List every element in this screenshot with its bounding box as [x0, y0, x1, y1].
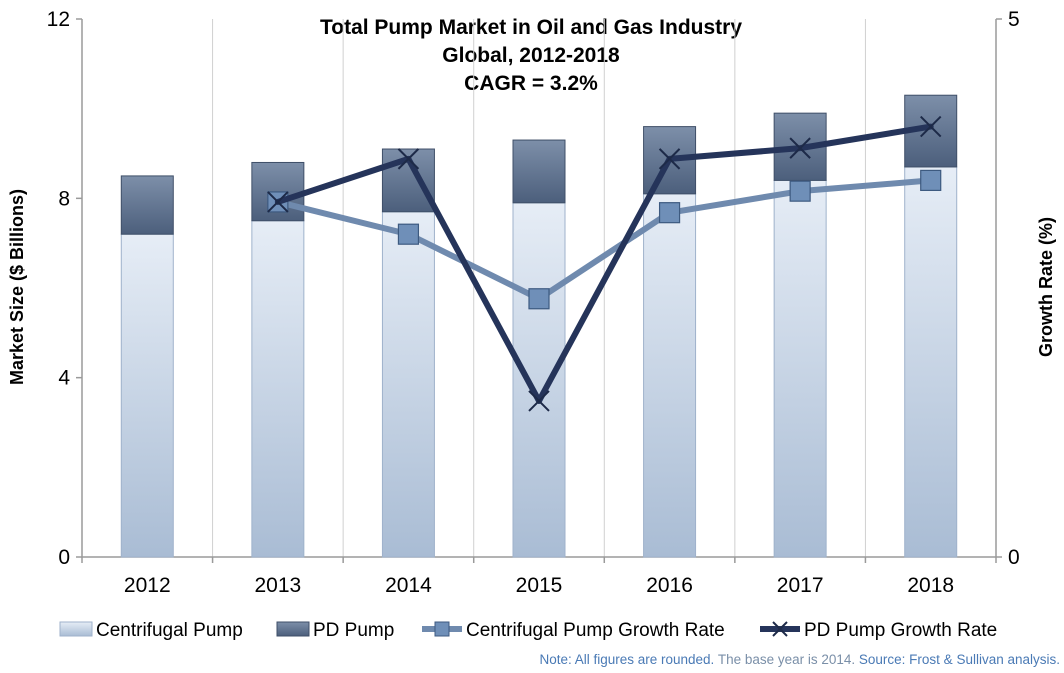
plot-area: 0 4 8 12 0 5 2012 2013 2014 2015 2016 2017 2018	[47, 8, 1020, 597]
chart-title-line-2: Global, 2012-2018	[442, 44, 620, 67]
legend-swatch-pd	[276, 621, 310, 637]
y-tick-label: 4	[58, 367, 70, 390]
x-tick-label: 2013	[254, 574, 301, 597]
legend-label-pd-growth: PD Pump Growth Rate	[804, 620, 997, 641]
y-axis-label: Market Size ($ Billions)	[7, 189, 27, 385]
x-tick-label: 2012	[124, 574, 171, 597]
bar-pd	[512, 139, 566, 204]
y-tick-label: 8	[58, 187, 70, 210]
bar-centrifugal	[251, 220, 305, 558]
y2-tick-label: 5	[1008, 8, 1020, 31]
centrifugal-growth-point	[528, 288, 550, 310]
y2-axis-label: Growth Rate (%)	[1036, 217, 1056, 357]
chart-title-line-1: Total Pump Market in Oil and Gas Industr…	[320, 16, 742, 39]
y-tick-label: 12	[47, 8, 70, 31]
note-source: Source: Frost & Sullivan analysis.	[855, 652, 1060, 667]
x-tick-label: 2017	[777, 574, 824, 597]
x-tick-label: 2015	[516, 574, 563, 597]
bar-centrifugal	[512, 202, 566, 558]
legend-marker-pd-growth	[772, 621, 788, 637]
pd-growth-point	[658, 148, 681, 170]
pd-growth-point	[397, 148, 420, 170]
pd-growth-point	[789, 137, 811, 159]
legend-label-centrifugal: Centrifugal Pump	[96, 620, 243, 641]
pd-growth-point	[267, 191, 289, 213]
legend-swatch-centrifugal	[59, 621, 93, 637]
legend-label-pd: PD Pump	[313, 620, 394, 641]
legend-label-centrifugal-growth: Centrifugal Pump Growth Rate	[466, 620, 725, 641]
centrifugal-growth-point	[920, 169, 942, 191]
centrifugal-growth-point	[789, 180, 811, 202]
bar-centrifugal	[381, 211, 435, 558]
y-tick-label: 0	[58, 546, 70, 569]
bar-centrifugal	[643, 193, 697, 558]
note-rounded: Note: All figures are rounded.	[539, 652, 715, 667]
source-note: Note: All figures are rounded. The base …	[539, 652, 1060, 667]
legend: Centrifugal Pump PD Pump Centrifugal Pump …	[59, 620, 997, 641]
pd-growth-line	[274, 123, 934, 404]
x-tick-label: 2016	[646, 574, 693, 597]
centrifugal-growth-line	[274, 177, 934, 302]
pd-growth-point	[528, 390, 550, 412]
bar-pd	[120, 175, 174, 235]
y2-tick-label: 0	[1008, 546, 1020, 569]
bar-centrifugal	[904, 166, 958, 558]
legend-marker-centrifugal-growth	[434, 621, 450, 637]
x-tick-label: 2014	[385, 574, 432, 597]
bar-centrifugal	[120, 233, 174, 558]
centrifugal-growth-point	[397, 223, 420, 245]
note-base-year: The base year is 2014.	[714, 652, 856, 667]
pd-growth-point	[920, 115, 942, 138]
centrifugal-growth-point	[658, 202, 681, 224]
x-tick-label: 2018	[907, 574, 954, 597]
chart-title-line-3: CAGR = 3.2%	[464, 72, 598, 95]
bar-centrifugal	[773, 179, 827, 558]
